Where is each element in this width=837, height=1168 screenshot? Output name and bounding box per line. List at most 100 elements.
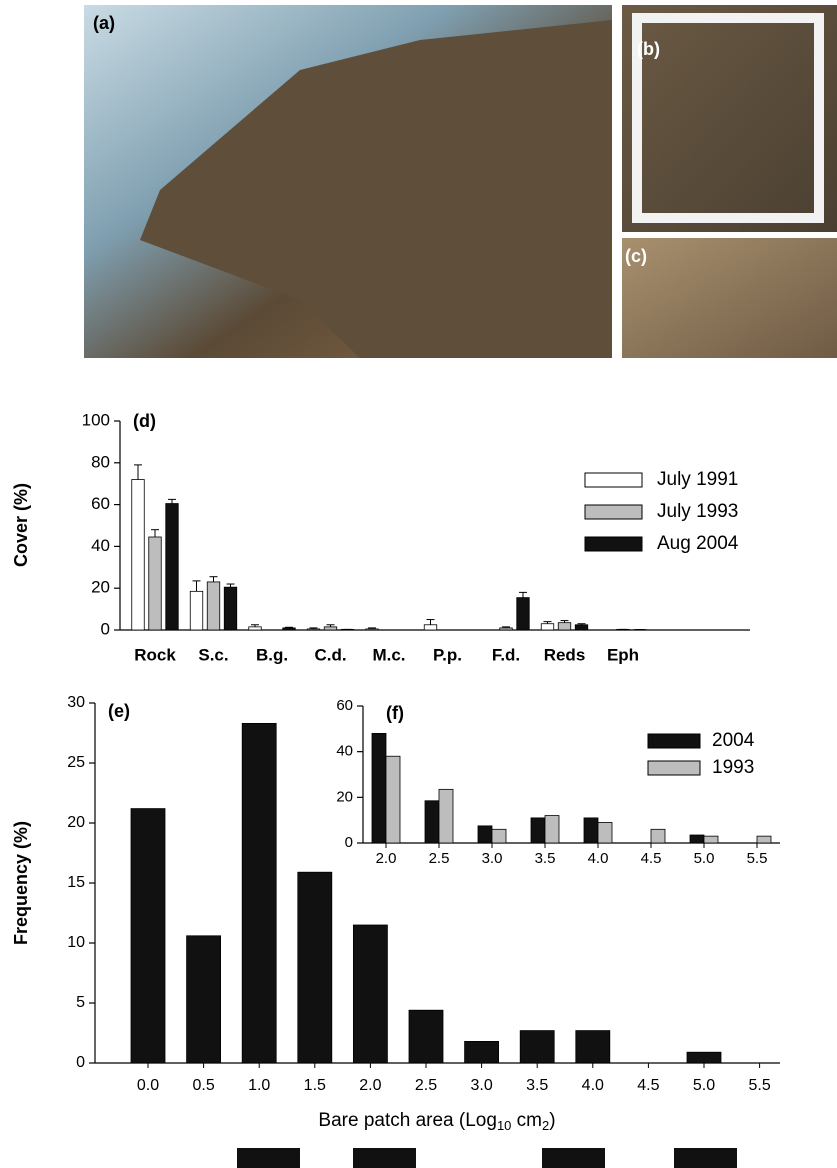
error-bar: [368, 627, 376, 629]
y-axis-label: Frequency (%): [11, 821, 31, 945]
x-axis-label: Bare patch area (Log10 cm2): [318, 1110, 555, 1133]
x-tick-label: 4.5: [641, 850, 662, 867]
y-tick-label: 20: [336, 788, 353, 805]
x-tick-label: 2.0: [376, 850, 397, 867]
bar: [385, 755, 401, 844]
error-bar: [209, 576, 218, 582]
bar: [189, 590, 204, 631]
bar: [689, 834, 705, 844]
bar: [165, 503, 179, 631]
legend-swatch: [584, 504, 643, 520]
y-tick-label: 5: [76, 994, 85, 1011]
y-tick-label: 25: [67, 754, 85, 771]
bar: [557, 622, 572, 631]
bar: [365, 628, 379, 631]
bar: [583, 817, 599, 844]
bar: [530, 817, 546, 844]
x-axis-label-part: 2: [542, 1118, 549, 1133]
bar: [575, 1030, 611, 1064]
error-bar: [226, 583, 235, 588]
y-tick-label: 15: [67, 874, 85, 891]
x-tick-label: 5.5: [747, 850, 768, 867]
bar: [148, 536, 162, 631]
decor-bar: [237, 1148, 300, 1168]
bar: [297, 871, 333, 1064]
y-tick-label: 10: [67, 934, 85, 951]
error-bar: [502, 626, 510, 628]
x-tick-label: 1.5: [304, 1077, 326, 1094]
bar: [597, 822, 613, 844]
error-bar: [134, 464, 142, 480]
bar: [223, 586, 238, 631]
error-bar: [519, 591, 527, 598]
x-tick-label: 5.5: [748, 1077, 770, 1094]
error-bar: [168, 498, 176, 504]
bar: [323, 626, 338, 631]
photo-b: [622, 5, 837, 232]
x-axis-label-part: Bare patch area (Log: [318, 1110, 497, 1131]
bar: [423, 624, 438, 631]
panel-label: (e): [108, 701, 130, 721]
y-tick-label: 0: [76, 1054, 85, 1071]
photo-label: (b): [637, 39, 660, 59]
x-tick-label: Eph: [607, 645, 639, 664]
x-tick-label: 3.0: [482, 850, 503, 867]
error-bar: [426, 619, 435, 625]
x-tick-label: S.c.: [198, 645, 228, 664]
y-tick-label: 100: [82, 410, 110, 429]
y-axis-label: Cover (%): [11, 483, 31, 567]
bar: [131, 479, 145, 631]
quadrat-frame: [632, 13, 824, 223]
bar: [186, 935, 222, 1064]
x-tick-label: 0.5: [192, 1077, 214, 1094]
error-bar: [309, 627, 318, 629]
legend-label: Aug 2004: [657, 533, 739, 554]
x-tick-label: 3.5: [526, 1077, 548, 1094]
legend-swatch: [584, 536, 643, 552]
x-tick-label: B.g.: [256, 645, 288, 664]
x-tick-label: Reds: [544, 645, 586, 664]
x-tick-label: 1.0: [248, 1077, 270, 1094]
error-bar: [285, 626, 293, 628]
x-tick-label: 2.0: [359, 1077, 381, 1094]
bar: [248, 626, 262, 631]
bar: [650, 828, 666, 844]
x-tick-label: Rock: [134, 645, 176, 664]
y-tick-label: 30: [67, 694, 85, 711]
y-tick-label: 60: [91, 494, 110, 513]
error-bar: [560, 620, 569, 623]
x-tick-label: 3.5: [535, 850, 556, 867]
x-tick-label: P.p.: [433, 645, 462, 664]
photo-label: (c): [625, 246, 647, 266]
y-tick-label: 20: [91, 578, 110, 597]
bar: [206, 581, 221, 631]
error-bar: [251, 624, 259, 627]
y-tick-label: 80: [91, 452, 110, 471]
panel-label: (f): [386, 703, 404, 723]
x-axis-label-part: cm: [511, 1110, 542, 1131]
x-axis-label-part: 10: [497, 1118, 511, 1133]
photo-c: [622, 238, 837, 358]
bar: [544, 815, 560, 844]
x-tick-label: 5.0: [694, 850, 715, 867]
x-tick-label: 4.5: [637, 1077, 659, 1094]
legend-swatch: [647, 733, 701, 749]
bar: [371, 733, 387, 844]
bar: [438, 788, 454, 844]
bar: [686, 1051, 722, 1064]
x-tick-label: M.c.: [372, 645, 405, 664]
error-bar: [326, 624, 335, 627]
bar: [352, 924, 388, 1064]
bar: [574, 624, 589, 631]
x-tick-label: 0.0: [137, 1077, 159, 1094]
legend-label: 2004: [712, 730, 755, 751]
y-tick-label: 40: [91, 536, 110, 555]
legend-label: 1993: [712, 757, 754, 778]
bar: [519, 1030, 555, 1064]
photo-label: (a): [93, 13, 115, 33]
error-bar: [543, 621, 552, 624]
bar: [703, 835, 719, 844]
bar: [424, 800, 440, 844]
x-tick-label: 2.5: [429, 850, 450, 867]
